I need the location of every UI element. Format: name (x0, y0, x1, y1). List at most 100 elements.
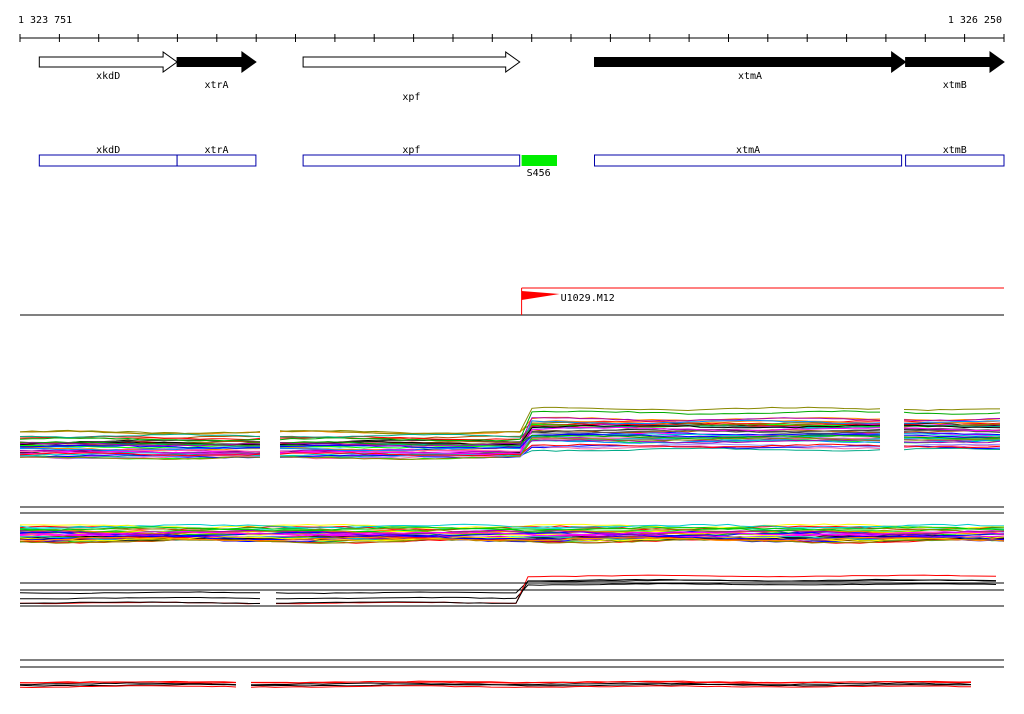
signal-trace (903, 440, 1001, 444)
signal-trace (279, 428, 881, 448)
gene-track: xkdD xtrA xpf xtmA xtmB (38, 51, 1005, 103)
signal-trace (250, 683, 972, 687)
signal-trace (19, 449, 261, 454)
gene-label-xtmB: xtmB (943, 80, 967, 91)
signal-trace (903, 427, 1001, 431)
gene-arrow-xtrA (176, 51, 257, 73)
signal-trace (279, 443, 881, 457)
signal-trace (275, 579, 997, 595)
feature-box-s456 (521, 155, 557, 166)
segment-box-xkdD (38, 154, 178, 167)
signal-trace (19, 526, 1005, 532)
signal-trace (19, 455, 261, 460)
signal-trace (19, 601, 261, 604)
segment-box-xpf (302, 154, 521, 167)
coord-end-label: 1 326 250 (948, 15, 1002, 26)
signal-trace (279, 406, 881, 435)
signal-trace (903, 431, 1001, 436)
signal-trace (903, 424, 1001, 429)
segment-box-xtrA (176, 154, 257, 167)
signal-trace (903, 427, 1001, 432)
signal-trace (19, 442, 261, 447)
signal-trace (279, 419, 881, 452)
signal-trace (279, 424, 881, 446)
signal-lane-4 (19, 659, 1004, 689)
signal-trace (19, 681, 237, 684)
coord-start-label: 1 323 751 (18, 15, 72, 26)
signal-trace (276, 582, 997, 600)
signal-trace (19, 535, 1005, 541)
signal-trace (903, 438, 1001, 441)
signal-trace (20, 444, 260, 449)
segment-label-xtrA: xtrA (204, 145, 228, 156)
signal-trace (19, 430, 261, 435)
signal-trace (904, 436, 1001, 439)
signal-trace (903, 429, 1001, 433)
gene-label-xtrA: xtrA (204, 80, 228, 91)
gene-label-xkdD: xkdD (96, 71, 120, 82)
segment-box-xtmA (594, 154, 903, 167)
signal-trace (279, 410, 880, 442)
signal-trace (19, 529, 1005, 535)
signal-trace (250, 680, 972, 684)
signal-trace (19, 538, 1005, 544)
signal-trace (279, 434, 881, 446)
gene-arrow-xpf (302, 51, 521, 73)
signal-trace (250, 682, 972, 686)
tss-label: U1029.M12 (561, 293, 615, 304)
signal-lane-3 (19, 574, 1004, 607)
signal-trace (19, 433, 261, 439)
signal-trace (279, 437, 881, 461)
signal-trace (279, 417, 881, 447)
signal-trace (19, 536, 1005, 542)
signal-trace (903, 443, 1001, 447)
signal-trace (19, 685, 237, 689)
signal-trace (19, 450, 261, 455)
gene-arrow-xtmB (905, 51, 1005, 73)
signal-trace (19, 591, 260, 595)
signal-trace (279, 426, 881, 456)
signal-trace (276, 578, 997, 604)
signal-trace (903, 445, 1001, 449)
signal-trace (20, 682, 237, 686)
tss-flag (521, 291, 560, 300)
gene-label-xpf: xpf (402, 92, 420, 103)
signal-trace (19, 441, 261, 446)
signal-lane-2 (19, 506, 1005, 544)
signal-trace (904, 420, 1001, 424)
signal-trace (250, 685, 971, 688)
signal-trace (903, 447, 1001, 451)
tss-track: U1029.M12 (20, 287, 1004, 316)
segment-box-xtmB (905, 154, 1005, 167)
segment-label-xtmA: xtmA (736, 145, 760, 156)
gene-label-xtmA: xtmA (738, 71, 762, 82)
coordinate-ruler: 1 323 751 1 326 250 (18, 15, 1005, 42)
signal-trace (903, 408, 1000, 412)
signal-trace (19, 597, 261, 600)
signal-trace (19, 683, 237, 687)
signal-trace (19, 523, 1004, 529)
segment-track: xkdD xtrA xpf xtmA xtmB S456 (38, 145, 1005, 179)
signal-trace (279, 445, 881, 460)
gene-arrow-xtmA (594, 51, 907, 73)
segment-label-xkdD: xkdD (96, 145, 120, 156)
signal-trace (903, 433, 1001, 437)
signal-trace (19, 437, 261, 442)
signal-trace (19, 529, 1005, 535)
gene-arrow-xkdD (38, 51, 178, 73)
signal-trace (19, 452, 261, 457)
signal-trace (279, 419, 881, 452)
signal-trace (19, 530, 1005, 537)
segment-label-xtmB: xtmB (943, 145, 967, 156)
signal-lane-1 (19, 406, 1001, 461)
signal-trace (279, 444, 881, 459)
signal-trace (904, 434, 1000, 438)
signal-trace (19, 456, 261, 460)
signal-trace (279, 429, 881, 444)
segment-label-xpf: xpf (402, 145, 420, 156)
ruler-ticks (19, 34, 1005, 42)
signal-trace (19, 536, 1005, 542)
feature-label-s456: S456 (527, 168, 551, 179)
signal-trace (903, 411, 1001, 415)
